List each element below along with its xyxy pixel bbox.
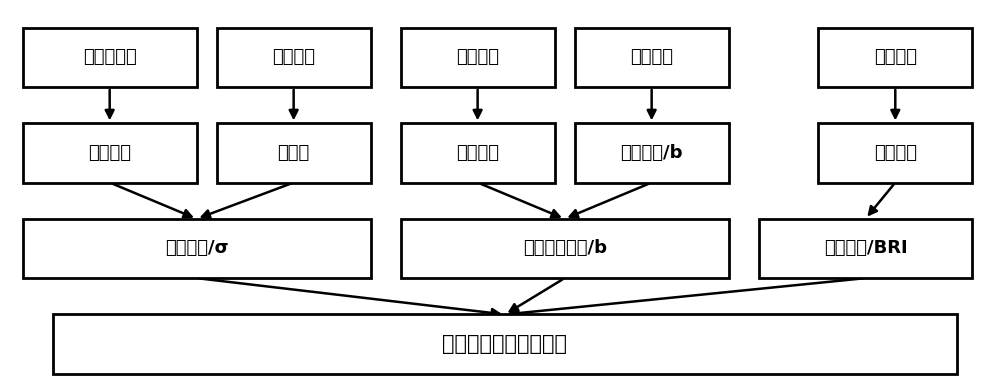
FancyBboxPatch shape: [23, 219, 371, 278]
Text: 脆性指数/BRI: 脆性指数/BRI: [824, 239, 907, 258]
FancyBboxPatch shape: [575, 123, 729, 182]
FancyBboxPatch shape: [818, 28, 972, 87]
Text: 矿物含量: 矿物含量: [874, 144, 917, 162]
FancyBboxPatch shape: [818, 123, 972, 182]
FancyBboxPatch shape: [217, 123, 371, 182]
Text: 泊松比: 泊松比: [278, 144, 310, 162]
Text: 声波、密度: 声波、密度: [83, 48, 137, 66]
Text: 有效应力/σ: 有效应力/σ: [165, 239, 229, 258]
FancyBboxPatch shape: [401, 28, 555, 87]
Text: 偶极声波: 偶极声波: [272, 48, 315, 66]
FancyBboxPatch shape: [575, 28, 729, 87]
Text: 孔隙结构系数/b: 孔隙结构系数/b: [523, 239, 607, 258]
FancyBboxPatch shape: [401, 219, 729, 278]
Text: 元素测井: 元素测井: [874, 48, 917, 66]
FancyBboxPatch shape: [759, 219, 972, 278]
Text: 成像测井: 成像测井: [456, 48, 499, 66]
FancyBboxPatch shape: [217, 28, 371, 87]
Text: 页岩地层工程甜点评价: 页岩地层工程甜点评价: [442, 334, 567, 354]
Text: 孔隙压力: 孔隙压力: [88, 144, 131, 162]
FancyBboxPatch shape: [23, 123, 197, 182]
Text: 裂缝识别: 裂缝识别: [456, 144, 499, 162]
FancyBboxPatch shape: [53, 314, 957, 374]
FancyBboxPatch shape: [23, 28, 197, 87]
FancyBboxPatch shape: [401, 123, 555, 182]
Text: 物性参数: 物性参数: [630, 48, 673, 66]
Text: 流动性能/b: 流动性能/b: [620, 144, 683, 162]
